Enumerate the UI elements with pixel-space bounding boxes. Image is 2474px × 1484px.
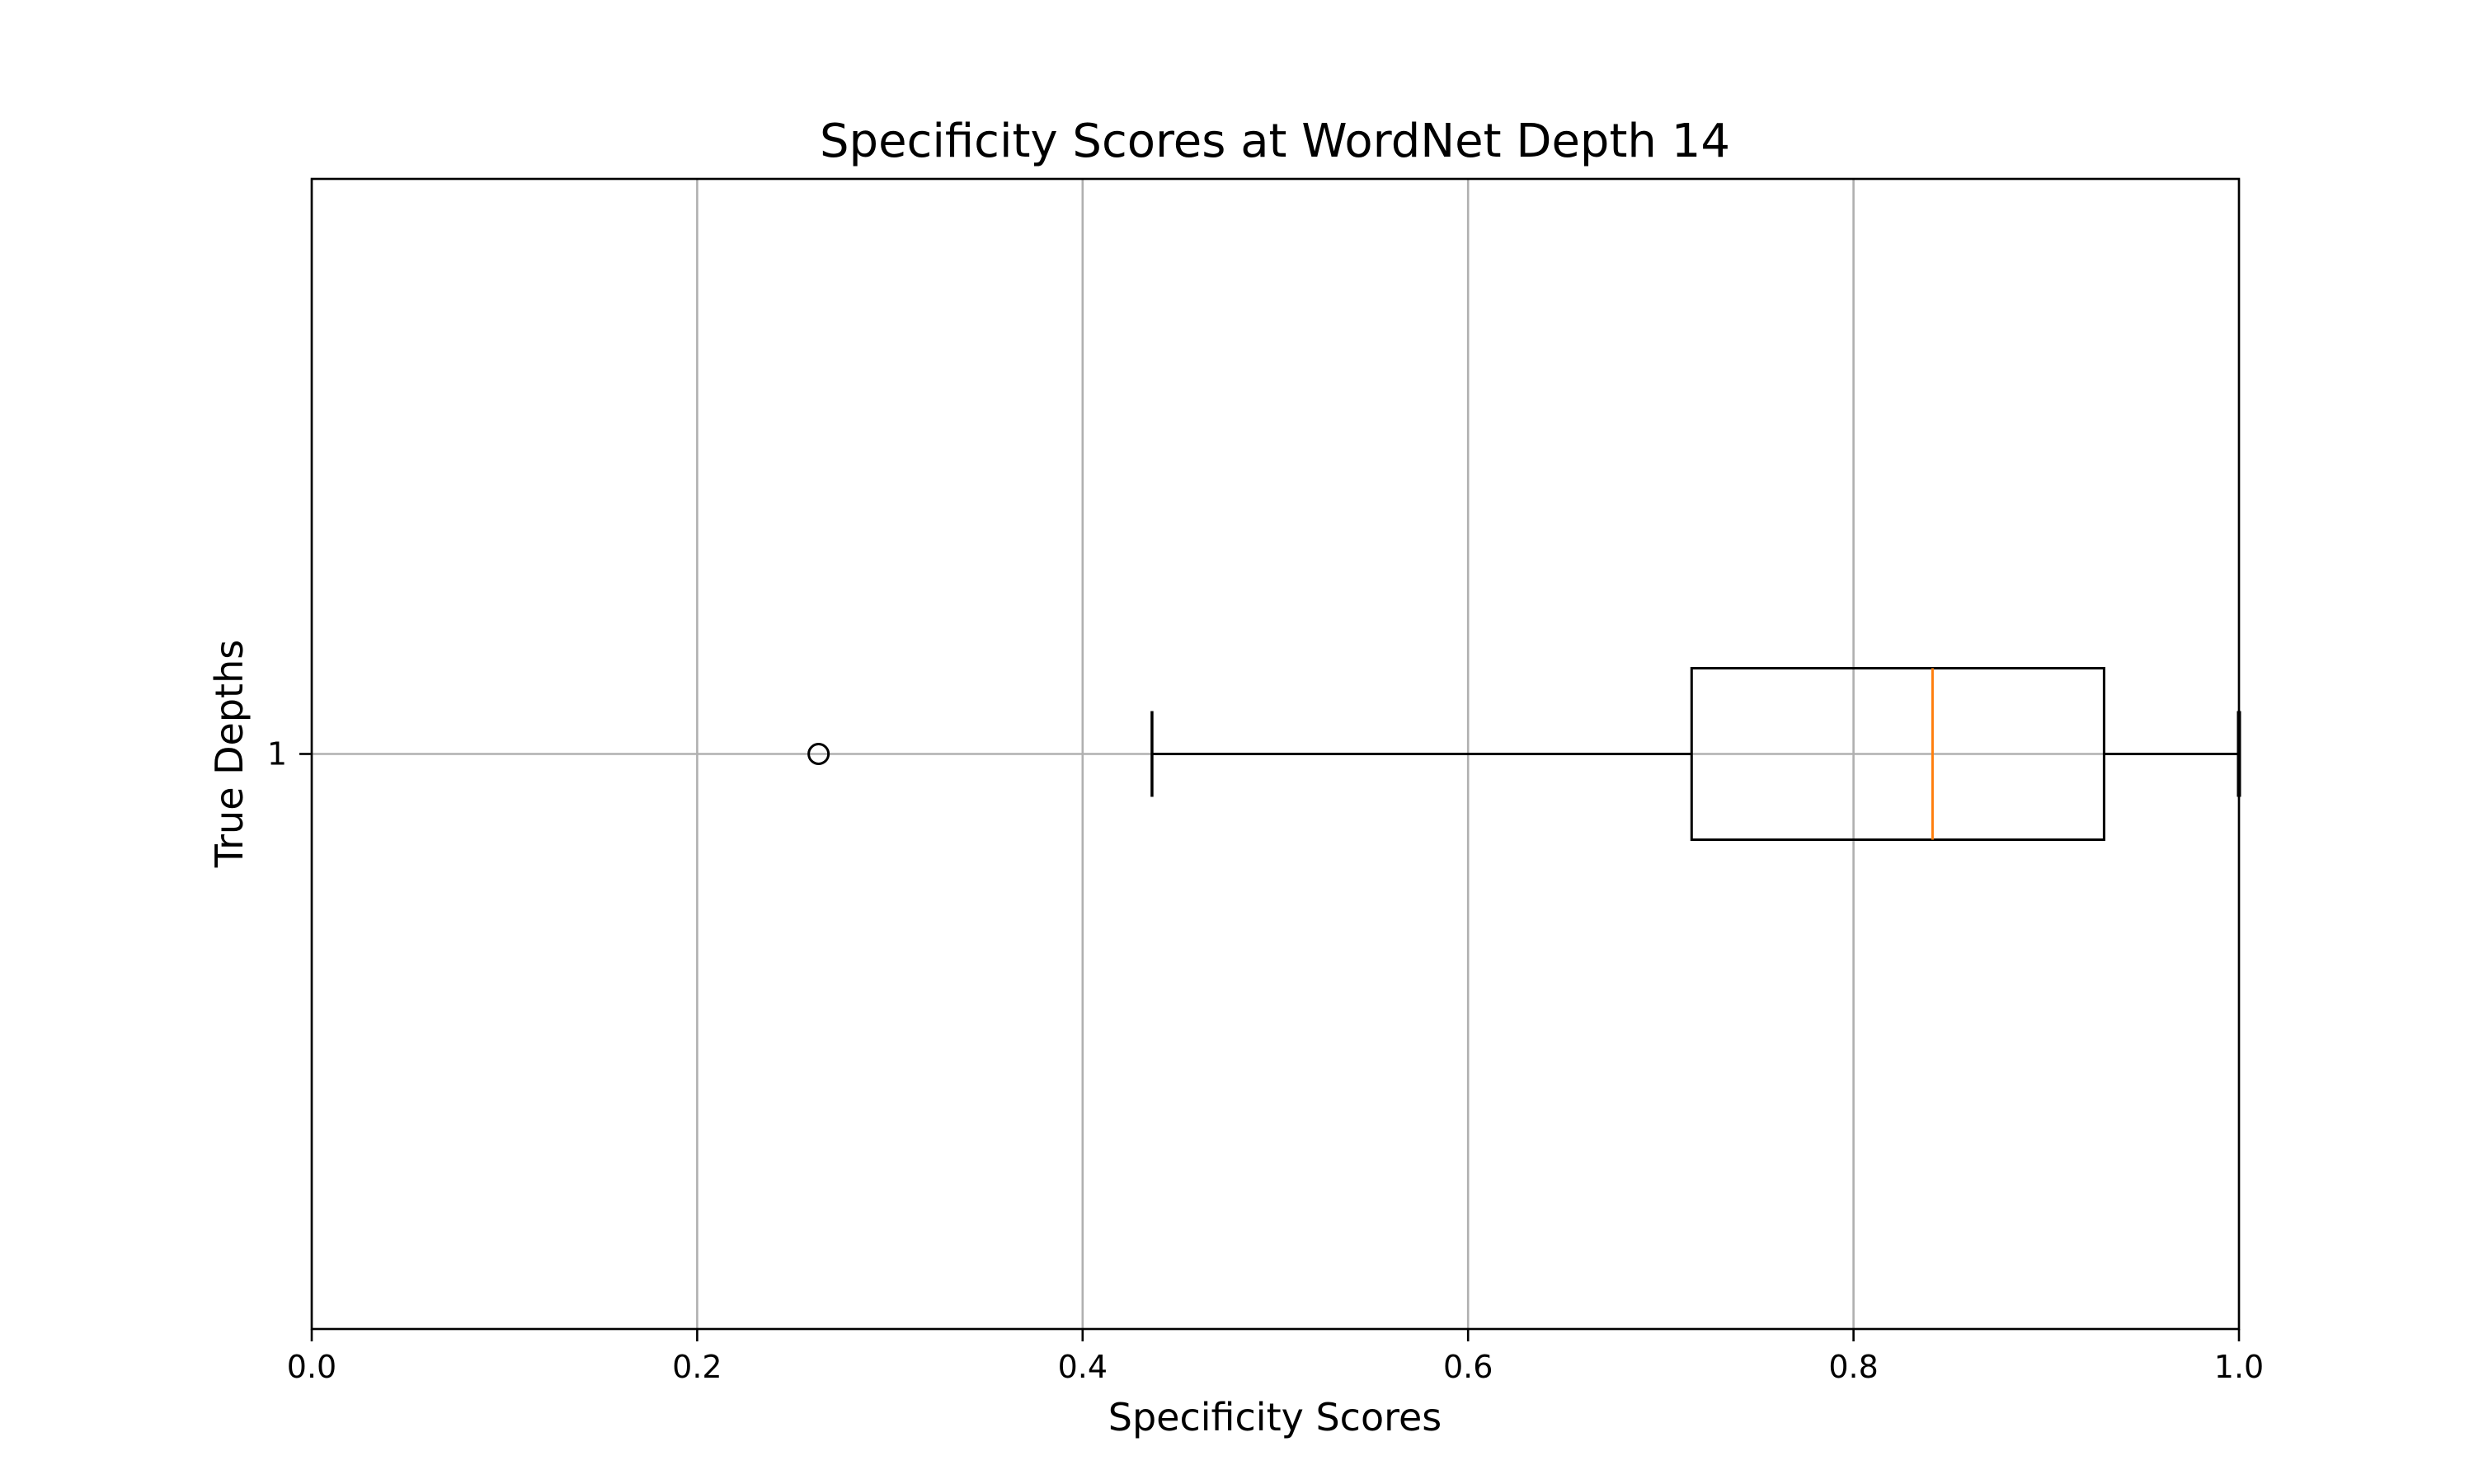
x-tick-label: 0.0 xyxy=(287,1349,336,1385)
outlier-point xyxy=(807,743,830,765)
x-tick-label: 0.4 xyxy=(1058,1349,1108,1385)
x-tick-label: 0.6 xyxy=(1443,1349,1493,1385)
x-tick-label: 0.8 xyxy=(1828,1349,1878,1385)
iqr-box xyxy=(1690,667,2105,841)
x-tick-label: 0.2 xyxy=(672,1349,722,1385)
y-tick-label: 1 xyxy=(267,736,287,773)
x-tick-label: 1.0 xyxy=(2214,1349,2264,1385)
axis-ticks: 0.0 0.2 0.4 0.6 0.8 1.0 1 xyxy=(267,736,2264,1386)
y-axis-label: True Depths xyxy=(207,640,252,868)
chart-title: Specificity Scores at WordNet Depth 14 xyxy=(820,115,1730,168)
x-axis-label: Specificity Scores xyxy=(1108,1395,1442,1439)
